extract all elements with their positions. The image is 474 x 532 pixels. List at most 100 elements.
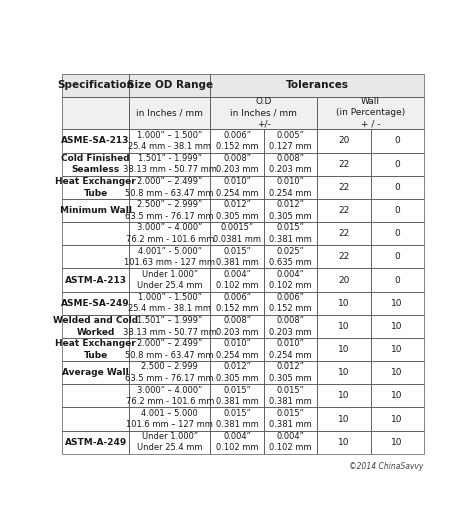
Text: 0.010”
0.254 mm: 0.010” 0.254 mm: [216, 339, 258, 360]
Text: 0.008”
0.203 mm: 0.008” 0.203 mm: [216, 154, 258, 174]
Text: 0.025”
0.635 mm: 0.025” 0.635 mm: [269, 247, 312, 267]
Bar: [62, 292, 129, 315]
Bar: [264, 292, 318, 315]
Bar: [62, 245, 129, 269]
Bar: [210, 315, 264, 338]
Bar: [210, 74, 424, 97]
Bar: [210, 97, 318, 129]
Bar: [62, 199, 129, 222]
Bar: [264, 430, 318, 454]
Text: 10: 10: [338, 345, 350, 354]
Text: 0.015”
0.381 mm: 0.015” 0.381 mm: [269, 409, 312, 429]
Bar: [264, 361, 318, 384]
Text: 0.010”
0.254 mm: 0.010” 0.254 mm: [269, 177, 312, 197]
Text: 1.000” - 1.500”
25.4 mm - 38.1 mm: 1.000” - 1.500” 25.4 mm - 38.1 mm: [128, 293, 211, 313]
Bar: [210, 199, 264, 222]
Bar: [210, 269, 264, 292]
Bar: [210, 430, 264, 454]
Bar: [371, 222, 424, 245]
Text: 0.015”
0.381 mm: 0.015” 0.381 mm: [216, 247, 258, 267]
Text: 0.005”
0.127 mm: 0.005” 0.127 mm: [269, 131, 312, 151]
Text: 10: 10: [392, 298, 403, 307]
Bar: [129, 199, 210, 222]
Bar: [62, 430, 129, 454]
Text: Tolerances: Tolerances: [285, 80, 348, 90]
Text: 0.008”
0.203 mm: 0.008” 0.203 mm: [269, 154, 312, 174]
Bar: [264, 315, 318, 338]
Bar: [318, 338, 371, 361]
Bar: [62, 338, 129, 361]
Text: 10: 10: [392, 322, 403, 331]
Text: 0: 0: [394, 252, 400, 261]
Bar: [371, 292, 424, 315]
Bar: [318, 199, 371, 222]
Text: 20: 20: [338, 276, 350, 285]
Bar: [318, 338, 371, 361]
Text: 0: 0: [394, 183, 400, 192]
Bar: [210, 384, 264, 408]
Bar: [129, 245, 210, 269]
Bar: [264, 269, 318, 292]
Bar: [264, 315, 318, 338]
Text: 10: 10: [338, 322, 350, 331]
Text: 2.000” – 2.499”
50.8 mm - 63.47 mm: 2.000” – 2.499” 50.8 mm - 63.47 mm: [126, 339, 214, 360]
Bar: [318, 153, 371, 176]
Bar: [318, 129, 371, 153]
Bar: [62, 384, 129, 408]
Text: 1.000” – 1.500”
25.4 mm - 38.1 mm: 1.000” – 1.500” 25.4 mm - 38.1 mm: [128, 131, 211, 151]
Bar: [62, 292, 129, 315]
Bar: [210, 129, 264, 153]
Text: Specification: Specification: [57, 80, 134, 90]
Bar: [62, 176, 129, 199]
Bar: [264, 129, 318, 153]
Text: Heat Exchanger
Tube: Heat Exchanger Tube: [55, 339, 136, 360]
Bar: [318, 384, 371, 408]
Bar: [62, 384, 129, 408]
Bar: [129, 292, 210, 315]
Bar: [264, 153, 318, 176]
Text: 2.500 – 2.999
63.5 mm - 76.17 mm: 2.500 – 2.999 63.5 mm - 76.17 mm: [126, 362, 214, 383]
Bar: [318, 199, 371, 222]
Text: 2.000” – 2.499”
50.8 mm - 63.47 mm: 2.000” – 2.499” 50.8 mm - 63.47 mm: [126, 177, 214, 197]
Text: 10: 10: [392, 438, 403, 447]
Text: Heat Exchanger
Tube: Heat Exchanger Tube: [55, 177, 136, 197]
Bar: [371, 361, 424, 384]
Bar: [264, 153, 318, 176]
Text: 0: 0: [394, 276, 400, 285]
Bar: [62, 153, 129, 176]
Bar: [264, 384, 318, 408]
Bar: [210, 199, 264, 222]
Bar: [318, 361, 371, 384]
Bar: [210, 176, 264, 199]
Bar: [129, 338, 210, 361]
Text: 10: 10: [338, 392, 350, 401]
Bar: [210, 384, 264, 408]
Bar: [129, 153, 210, 176]
Text: Cold Finished
Seamless: Cold Finished Seamless: [61, 154, 130, 174]
Bar: [129, 153, 210, 176]
Text: Under 1.000”
Under 25.4 mm: Under 1.000” Under 25.4 mm: [137, 432, 202, 452]
Bar: [318, 97, 424, 129]
Text: ASME-SA-249: ASME-SA-249: [61, 298, 130, 307]
Bar: [129, 199, 210, 222]
Bar: [62, 245, 129, 269]
Bar: [264, 338, 318, 361]
Bar: [371, 153, 424, 176]
Bar: [210, 97, 318, 129]
Bar: [129, 269, 210, 292]
Bar: [264, 176, 318, 199]
Bar: [210, 269, 264, 292]
Bar: [264, 384, 318, 408]
Bar: [210, 222, 264, 245]
Bar: [62, 408, 129, 430]
Text: 0: 0: [394, 206, 400, 215]
Text: 0.006”
0.152 mm: 0.006” 0.152 mm: [269, 293, 312, 313]
Bar: [62, 361, 129, 384]
Text: 0.010”
0.254 mm: 0.010” 0.254 mm: [269, 339, 312, 360]
Text: 1.501” - 1.999”
38.13 mm - 50.77 mm: 1.501” - 1.999” 38.13 mm - 50.77 mm: [123, 154, 217, 174]
Text: 0.006”
0.152 mm: 0.006” 0.152 mm: [216, 293, 258, 313]
Bar: [210, 292, 264, 315]
Text: 10: 10: [338, 438, 350, 447]
Bar: [371, 361, 424, 384]
Text: 0.006”
0.152 mm: 0.006” 0.152 mm: [216, 131, 258, 151]
